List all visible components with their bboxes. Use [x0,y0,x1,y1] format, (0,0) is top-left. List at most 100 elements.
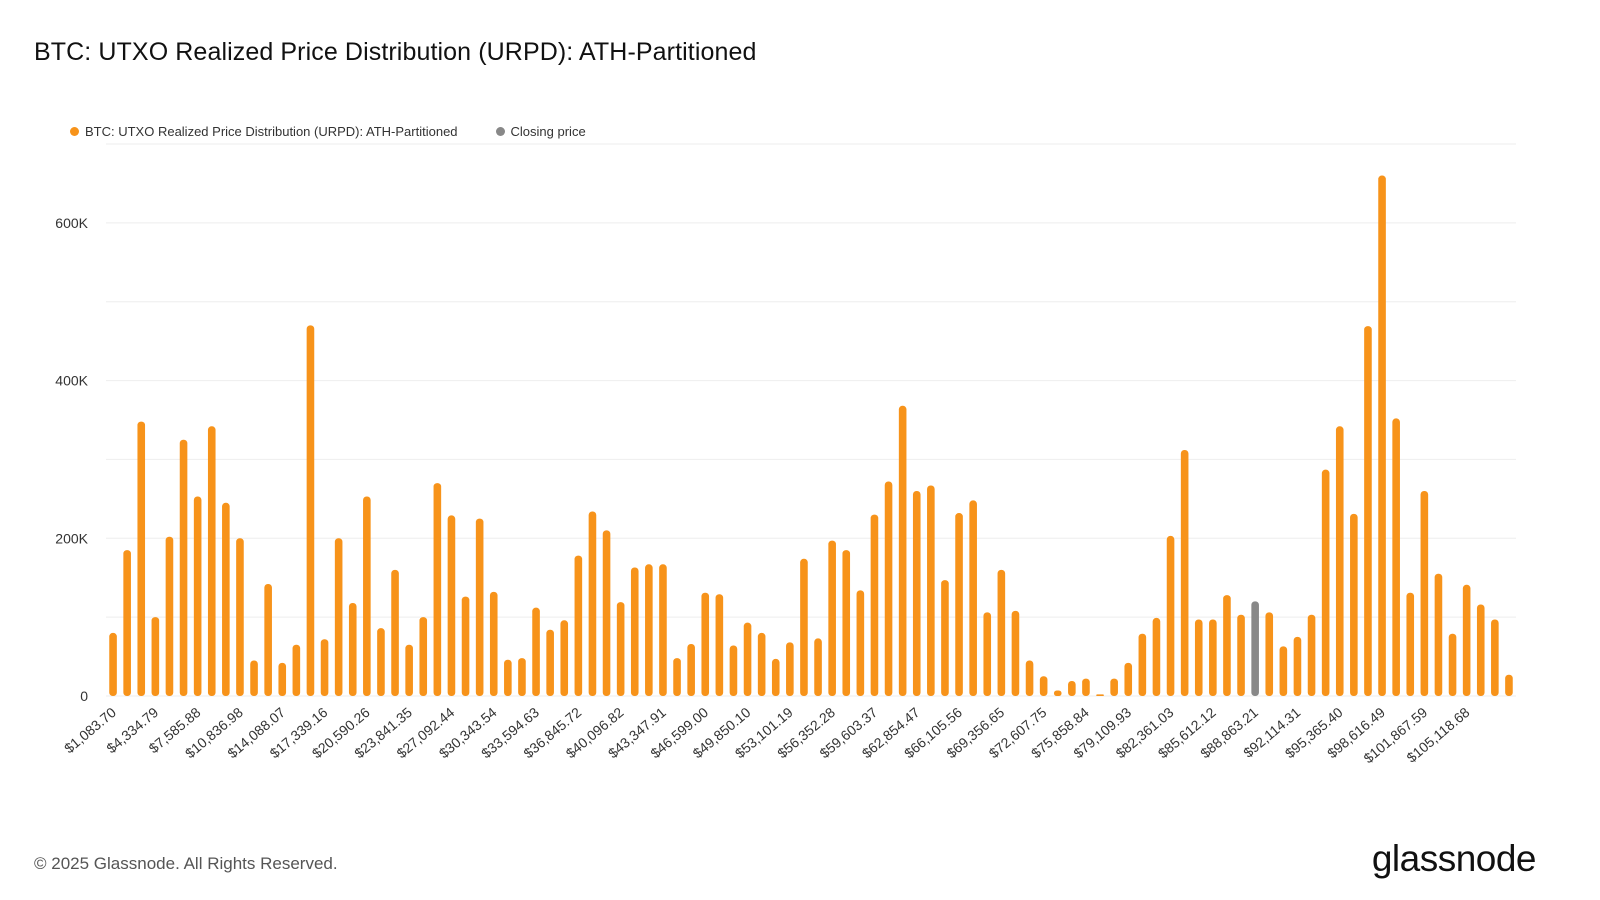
urpd-bar[interactable] [616,602,625,696]
urpd-bar[interactable] [179,439,188,696]
urpd-bar[interactable] [207,426,216,696]
urpd-bar[interactable] [1378,175,1386,697]
urpd-bar[interactable] [334,538,343,696]
urpd-bar[interactable] [969,500,977,696]
urpd-bar[interactable] [645,564,653,696]
urpd-bar[interactable] [1152,617,1161,696]
urpd-bar[interactable] [433,483,442,696]
urpd-bar[interactable] [884,481,893,696]
urpd-bar[interactable] [1082,678,1090,696]
urpd-bar[interactable] [475,518,484,696]
urpd-bar[interactable] [673,658,681,696]
urpd-bar[interactable] [264,584,272,696]
urpd-bar[interactable] [1448,633,1457,696]
urpd-bar[interactable] [377,628,385,696]
urpd-bar[interactable] [532,607,540,696]
urpd-bar[interactable] [1420,490,1429,696]
urpd-bar[interactable] [856,590,865,696]
urpd-bar[interactable] [447,515,456,696]
urpd-bar[interactable] [743,622,752,696]
urpd-bar[interactable] [109,632,117,696]
urpd-bar[interactable] [1053,690,1062,696]
urpd-bar[interactable] [1392,418,1400,696]
legend-item-closing-price[interactable]: Closing price [495,124,586,139]
urpd-bar[interactable] [1039,676,1048,696]
urpd-bar[interactable] [1096,694,1104,696]
urpd-bar[interactable] [729,645,738,696]
urpd-bar[interactable] [1209,619,1217,696]
urpd-bar[interactable] [560,620,569,696]
urpd-bar[interactable] [391,569,399,696]
urpd-bar[interactable] [1124,662,1133,696]
urpd-bar[interactable] [814,638,822,696]
urpd-bar[interactable] [1406,592,1415,696]
urpd-bar[interactable] [1335,426,1344,696]
urpd-bar[interactable] [602,530,611,696]
urpd-bar[interactable] [165,536,174,696]
urpd-bar[interactable] [1138,633,1147,696]
urpd-bar[interactable] [1307,614,1316,696]
urpd-bar[interactable] [715,594,724,696]
urpd-bar[interactable] [1011,610,1020,696]
urpd-bar[interactable] [1505,674,1513,696]
urpd-bar[interactable] [222,502,230,696]
legend-item-urpd[interactable]: BTC: UTXO Realized Price Distribution (U… [70,124,458,139]
urpd-bar[interactable] [983,612,992,696]
urpd-bar[interactable] [757,632,766,696]
urpd-bar[interactable] [193,496,202,696]
urpd-bar[interactable] [1293,636,1302,696]
urpd-bar[interactable] [1364,326,1372,696]
urpd-bar[interactable] [1237,614,1245,696]
urpd-bar[interactable] [630,567,639,696]
urpd-bar[interactable] [306,325,315,696]
urpd-bar[interactable] [1025,660,1034,696]
urpd-bar[interactable] [701,592,710,696]
urpd-bar[interactable] [842,550,851,696]
urpd-bar[interactable] [1434,573,1443,696]
urpd-bar[interactable] [489,591,498,696]
urpd-bar[interactable] [1279,646,1288,696]
urpd-bar[interactable] [997,569,1006,696]
urpd-bar[interactable] [1223,595,1231,696]
urpd-bar[interactable] [546,629,554,696]
urpd-bar[interactable] [800,558,808,696]
urpd-bar[interactable] [687,643,695,696]
urpd-bar[interactable] [588,511,597,696]
urpd-bar[interactable] [250,660,258,696]
urpd-bar[interactable] [151,617,160,696]
urpd-bar[interactable] [786,642,794,696]
urpd-bar[interactable] [955,513,963,696]
urpd-bar[interactable] [927,485,935,696]
urpd-bar[interactable] [941,580,949,696]
urpd-bar[interactable] [1265,612,1274,696]
urpd-bar[interactable] [419,617,428,696]
urpd-bar[interactable] [771,658,780,696]
urpd-bar[interactable] [292,644,301,696]
urpd-bar[interactable] [363,496,371,696]
urpd-bar[interactable] [278,662,287,696]
urpd-bar[interactable] [504,659,512,696]
urpd-bar[interactable] [405,644,413,696]
urpd-bar[interactable] [320,639,329,696]
urpd-bar[interactable] [1491,619,1499,696]
urpd-bar[interactable] [236,538,244,696]
urpd-bar[interactable] [1110,678,1118,696]
urpd-bar[interactable] [123,550,131,696]
urpd-bar[interactable] [1321,469,1330,696]
urpd-bar[interactable] [1180,449,1189,696]
closing-price-bar[interactable] [1251,601,1259,696]
urpd-bar[interactable] [1350,513,1358,696]
urpd-bar[interactable] [574,555,583,696]
urpd-bar[interactable] [348,602,357,696]
urpd-bar[interactable] [828,540,836,696]
urpd-bar[interactable] [659,564,667,696]
urpd-bar[interactable] [1476,604,1485,696]
urpd-bar[interactable] [1068,681,1076,696]
urpd-bar[interactable] [137,421,146,696]
urpd-bar[interactable] [1166,535,1175,696]
urpd-bar[interactable] [870,514,879,696]
urpd-bar[interactable] [1194,619,1203,696]
urpd-bar[interactable] [461,596,470,696]
urpd-bar[interactable] [912,490,921,696]
urpd-bar[interactable] [898,405,907,696]
